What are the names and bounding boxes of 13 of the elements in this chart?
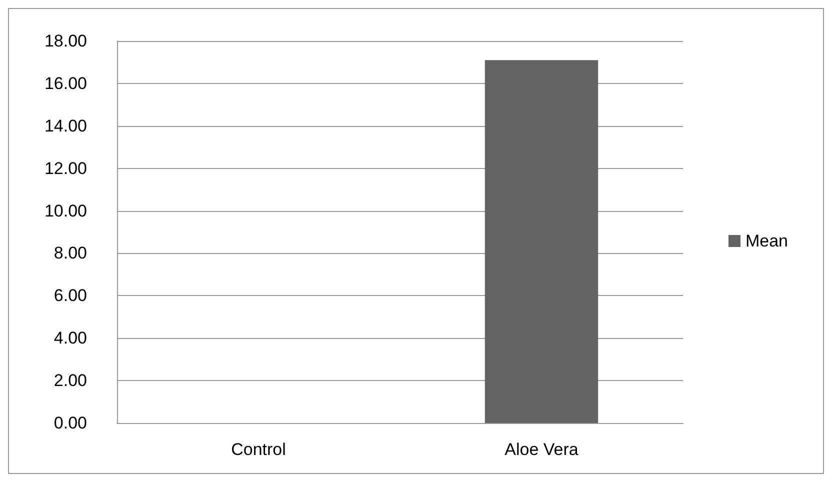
y-tick-label: 0.00 <box>54 414 87 432</box>
y-tick-label: 2.00 <box>54 371 87 390</box>
y-tick-label: 8.00 <box>54 244 87 263</box>
legend-label: Mean <box>745 232 788 250</box>
x-tick-label: Aloe Vera <box>504 440 579 459</box>
y-tick-label: 18.00 <box>44 32 87 50</box>
y-tick-label: 6.00 <box>54 286 87 306</box>
x-tick-label: Control <box>231 440 286 459</box>
y-tick-label: 12.00 <box>44 158 87 178</box>
y-tick-label: 4.00 <box>54 328 87 348</box>
y-tick-label: 14.00 <box>44 116 87 136</box>
y-tick-label: 16.00 <box>44 74 87 93</box>
y-tick-label: 10.00 <box>44 201 87 220</box>
